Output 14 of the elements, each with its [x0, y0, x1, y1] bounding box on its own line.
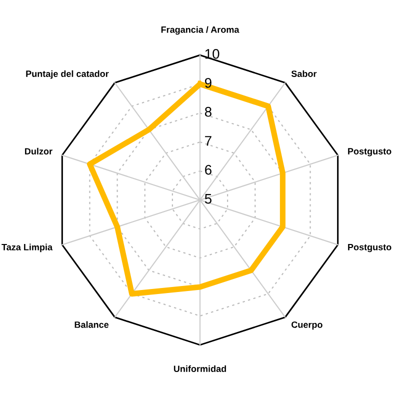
y-tick-label: 8	[204, 106, 212, 117]
spoke-label: Postgusto	[348, 244, 392, 252]
y-tick-label: 5	[204, 194, 212, 204]
spoke-label: Dulzor	[25, 148, 52, 155]
spoke-label: Balance	[74, 321, 109, 328]
y-tick-label: 7	[205, 136, 212, 146]
y-tick-label: 6	[205, 164, 212, 175]
spoke-label: Fragancia / Aroma	[161, 26, 240, 35]
spoke-label: Sabor	[291, 70, 317, 77]
spoke-label: Uniformidad	[174, 365, 226, 372]
spoke-label: Postgusto	[348, 148, 392, 156]
spoke-label: Puntaje del catador	[26, 70, 109, 79]
spoke-label: Taza Limpia	[2, 244, 53, 252]
spoke-label: Cuerpo	[292, 321, 322, 330]
